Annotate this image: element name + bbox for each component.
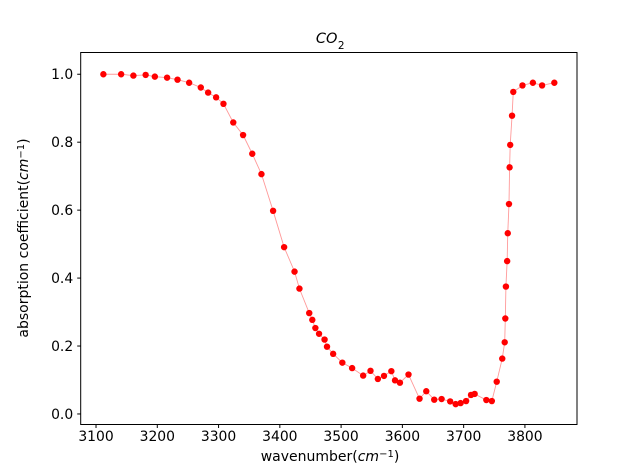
y-tick-label: 0.6 <box>51 203 73 219</box>
data-point <box>416 395 423 402</box>
data-point <box>551 79 558 86</box>
axes-frame <box>80 52 578 425</box>
data-point <box>312 324 319 332</box>
data-point <box>529 79 537 86</box>
x-tick-label: 3100 <box>78 429 113 445</box>
data-point <box>391 377 399 384</box>
data-point <box>348 364 356 372</box>
data-point <box>396 379 404 386</box>
data-point <box>174 76 181 83</box>
data-point <box>501 339 508 346</box>
x-axis-label: wavenumber(cm−1) <box>260 448 400 466</box>
data-point <box>446 398 454 405</box>
x-tick-label: 3600 <box>385 429 420 445</box>
data-point <box>296 285 303 292</box>
data-point <box>323 343 331 350</box>
x-tick-label: 3800 <box>507 429 542 445</box>
data-point <box>462 397 470 405</box>
y-axis-label: absorption coefficient(cm−1) <box>15 138 33 338</box>
data-point <box>359 372 367 379</box>
data-point <box>431 396 438 403</box>
data-point <box>508 112 516 119</box>
data-point <box>117 71 125 78</box>
x-tick-label: 3400 <box>262 429 297 445</box>
data-point <box>130 72 137 79</box>
data-point <box>163 74 171 81</box>
data-point <box>321 336 328 343</box>
data-point <box>505 200 513 208</box>
data-point <box>502 283 510 290</box>
data-point <box>269 207 277 215</box>
y-tick-label: 0.0 <box>51 407 73 423</box>
y-tick-label: 0.8 <box>51 135 73 151</box>
data-point <box>258 170 265 178</box>
data-point <box>510 88 517 96</box>
data-point <box>315 330 323 337</box>
data-point <box>538 82 546 89</box>
data-point <box>503 257 511 265</box>
y-tick-label: 0.4 <box>51 271 73 287</box>
data-point <box>488 397 496 405</box>
chart-title-main: CO <box>315 31 338 47</box>
data-point <box>339 359 346 366</box>
data-point <box>380 372 388 380</box>
data-point <box>499 355 506 362</box>
data-point <box>280 243 288 251</box>
data-point <box>100 71 107 78</box>
data-point <box>306 309 313 317</box>
data-point <box>374 375 382 383</box>
data-point <box>197 84 204 91</box>
data-point <box>506 164 513 171</box>
x-tick-label: 3300 <box>201 429 236 445</box>
data-line <box>103 73 555 405</box>
data-point <box>212 94 220 101</box>
data-point <box>367 367 374 375</box>
data-point <box>204 89 212 96</box>
data-point <box>249 150 256 157</box>
x-tick-label: 3500 <box>323 429 358 445</box>
chart-title: CO2 <box>315 31 345 52</box>
data-point <box>291 268 298 275</box>
data-point <box>329 350 337 358</box>
data-point <box>151 73 159 80</box>
data-point <box>438 395 445 403</box>
data-point <box>519 82 526 89</box>
data-point <box>471 390 478 398</box>
data-point <box>309 316 316 324</box>
data-point <box>239 131 247 139</box>
data-point <box>493 378 500 385</box>
x-tick-label: 3700 <box>446 429 481 445</box>
data-point <box>483 396 490 404</box>
y-tick-label: 0.2 <box>51 339 73 355</box>
data-point <box>405 371 412 378</box>
data-point <box>185 79 193 86</box>
data-point <box>388 367 395 375</box>
data-point <box>502 315 509 322</box>
data-point <box>423 388 430 395</box>
data-point <box>230 119 237 126</box>
chart-title-subscript: 2 <box>337 39 345 52</box>
x-tick-label: 3200 <box>140 429 175 445</box>
data-point <box>220 100 227 108</box>
data-point <box>507 141 514 149</box>
y-tick-label: 1.0 <box>51 67 73 83</box>
data-point <box>504 230 511 237</box>
data-point <box>457 399 464 407</box>
data-point <box>142 71 149 79</box>
data-point <box>452 400 459 408</box>
